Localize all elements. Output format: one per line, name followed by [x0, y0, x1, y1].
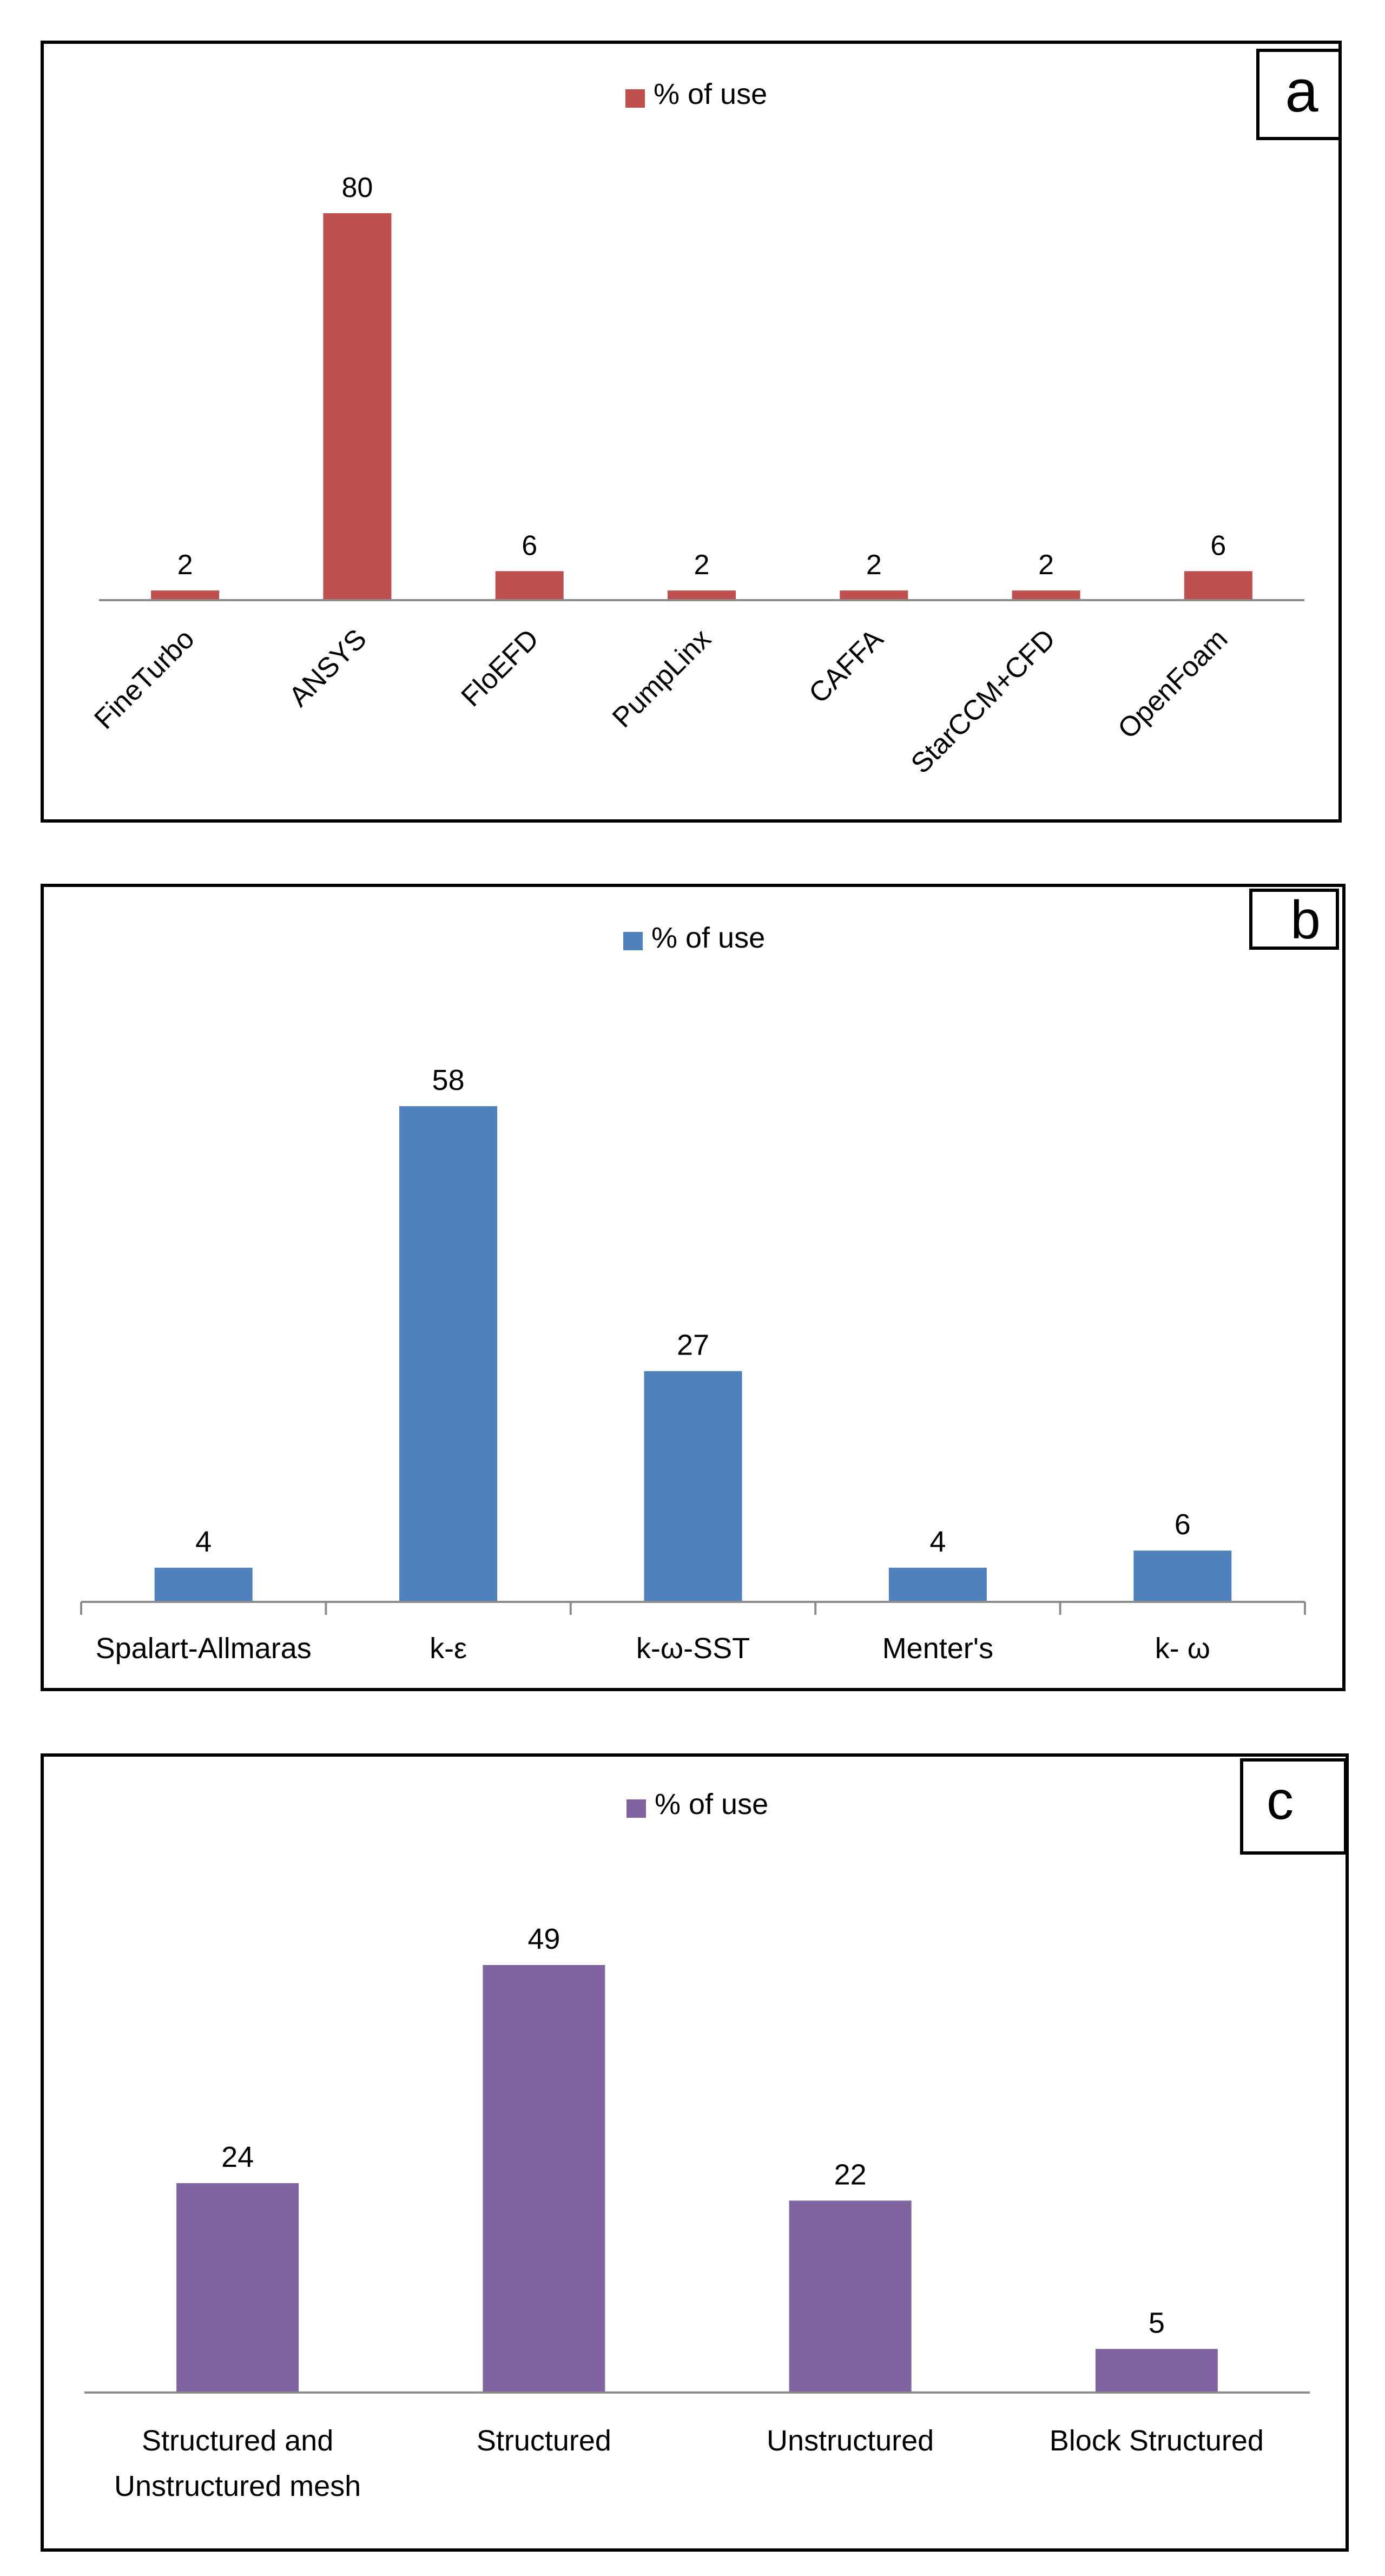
- data-label: 6: [1175, 1508, 1191, 1541]
- panel-label-box: [1240, 1758, 1346, 1855]
- bars-group: [151, 213, 1252, 600]
- x-tick-label: ANSYS: [283, 623, 373, 713]
- x-tick-label: Structured and: [142, 2424, 333, 2457]
- x-tick-label: Unstructured mesh: [114, 2470, 361, 2502]
- x-tick-label: Spalart-Allmaras: [96, 1632, 312, 1665]
- bar: [888, 1567, 987, 1602]
- x-labels-group: FineTurbo ANSYS FloEFD PumpLinx CAFFA StarCCM…: [88, 623, 1234, 779]
- data-label: 22: [834, 2158, 867, 2191]
- x-tick-label: k- ω: [1155, 1632, 1210, 1665]
- x-ticks-group: [80, 1602, 1306, 1615]
- x-tick-label: k-ε: [430, 1632, 467, 1665]
- data-label: 27: [677, 1329, 709, 1362]
- x-tick-label: FineTurbo: [88, 623, 200, 735]
- value-labels-group: 4 58 27 4 6: [195, 1064, 1191, 1558]
- data-label: 2: [177, 549, 193, 581]
- bar: [668, 590, 736, 600]
- chart-c-svg: % of use c 24 49 22 5 Structured and Unstruc…: [84, 1758, 1346, 2502]
- x-tick-label: FloEFD: [456, 623, 545, 713]
- data-label: 6: [1210, 530, 1226, 561]
- data-label: 4: [929, 1526, 946, 1558]
- legend-swatch: [625, 89, 645, 108]
- x-tick-label: Structured: [477, 2424, 611, 2457]
- x-tick-label: Block Structured: [1050, 2424, 1264, 2457]
- bar: [151, 590, 220, 600]
- data-label: 49: [527, 1923, 560, 1955]
- bar: [495, 571, 564, 600]
- legend-swatch: [626, 1799, 646, 1818]
- legend-label: % of use: [655, 1788, 768, 1821]
- data-label: 6: [522, 530, 537, 561]
- panel-label: b: [1290, 890, 1321, 950]
- x-labels-group: Structured and Unstructured mesh Structure…: [114, 2424, 1264, 2502]
- data-label: 2: [694, 549, 710, 581]
- data-label: 24: [221, 2141, 254, 2173]
- bars-group: [154, 1106, 1232, 1602]
- value-labels-group: 2 80 6 2 2 2 6: [177, 172, 1226, 581]
- legend-label: % of use: [651, 922, 765, 954]
- data-label: 80: [342, 172, 373, 203]
- panel-label-box: [1256, 49, 1338, 140]
- chart-panel-b: % of use b 4 58 27 4 6 Spalart-Allmaras k-ε k-…: [41, 884, 1346, 1691]
- data-label: 5: [1149, 2306, 1165, 2339]
- bar: [644, 1371, 742, 1602]
- chart-panel-c: % of use c 24 49 22 5 Structured and Unstruc…: [41, 1753, 1349, 2552]
- data-label: 58: [432, 1064, 465, 1096]
- x-tick-label: CAFFA: [803, 623, 889, 709]
- bar: [1184, 571, 1252, 600]
- bar: [1012, 590, 1080, 600]
- bar: [1095, 2349, 1218, 2393]
- panel-label: c: [1267, 1770, 1294, 1831]
- x-tick-label: Unstructured: [767, 2424, 934, 2457]
- legend-swatch: [623, 932, 643, 950]
- x-tick-label: k-ω-SST: [636, 1632, 750, 1665]
- legend-label: % of use: [654, 78, 767, 110]
- x-tick-label: Menter's: [882, 1632, 993, 1665]
- data-label: 2: [866, 549, 882, 581]
- bar: [154, 1567, 253, 1602]
- chart-a-svg: % of use a 2 80 6 2 2 2 6 FineTurbo ANSYS FloEFD…: [88, 49, 1338, 780]
- panel-label: a: [1285, 58, 1318, 124]
- chart-panel-a: % of use a 2 80 6 2 2 2 6 FineTurbo ANSYS FloEFD…: [41, 41, 1342, 823]
- x-tick-label: OpenFoam: [1112, 623, 1234, 745]
- value-labels-group: 24 49 22 5: [221, 1923, 1165, 2339]
- bar: [1133, 1550, 1232, 1602]
- bar: [176, 2183, 299, 2393]
- bar: [483, 1965, 605, 2393]
- chart-b-svg: % of use b 4 58 27 4 6 Spalart-Allmaras k-ε k-…: [80, 889, 1339, 1665]
- bar: [789, 2200, 912, 2393]
- panel-label-box: [1249, 889, 1339, 950]
- x-tick-label: PumpLinx: [606, 623, 717, 734]
- x-tick-label: StarCCM+CFD: [905, 623, 1061, 779]
- data-label: 2: [1038, 549, 1054, 581]
- bar: [840, 590, 908, 600]
- x-labels-group: Spalart-Allmaras k-ε k-ω-SST Menter's k- ω: [96, 1632, 1210, 1665]
- data-label: 4: [195, 1526, 212, 1558]
- bar: [323, 213, 392, 600]
- bars-group: [176, 1965, 1218, 2393]
- bar: [399, 1106, 498, 1602]
